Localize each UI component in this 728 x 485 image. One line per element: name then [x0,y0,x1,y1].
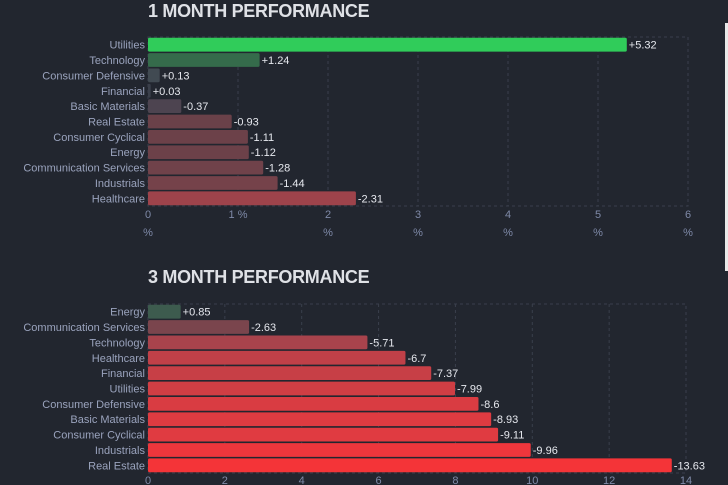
category-label: Communication Services [23,322,145,334]
data-label: -0.93 [234,117,259,129]
data-label: +1.24 [262,55,290,67]
data-label: -2.63 [251,322,276,334]
category-label: Healthcare [92,353,145,365]
x-tick-label: 14 [680,475,692,485]
panel-edge [725,23,728,271]
chart-1-month: 0% 1 % 2% 3% 4% 5% 6% Utilities +5.32 Technology +… [23,36,693,239]
x-tick-label: 10 [526,475,538,485]
bar-utilities [148,37,627,52]
bar-consumer-defensive [148,68,160,83]
category-label: Energy [110,307,145,319]
x-tick-unit: % [683,227,693,239]
category-label: Utilities [110,40,146,52]
data-label: -7.99 [457,384,482,396]
data-label: -7.37 [433,368,458,380]
data-label: -9.96 [533,445,558,457]
category-label: Consumer Defensive [42,399,145,411]
category-label: Healthcare [92,193,145,205]
bar-utilities [148,381,456,396]
bar-real-estate [148,114,232,129]
bar-technology [148,53,260,67]
bar-real-estate [148,458,672,473]
data-label: -0.37 [183,101,208,113]
category-label: Basic Materials [70,414,145,426]
x-tick-unit: % [143,227,153,239]
category-label: Financial [101,86,145,98]
bar-energy [148,304,181,319]
data-label: -13.63 [674,460,705,472]
x-tick-label: 4 [299,475,305,485]
data-label: +5.32 [629,40,657,52]
data-label: -8.6 [480,399,499,411]
x-tick-label: 8 [452,475,458,485]
category-label: Energy [110,147,145,159]
x-tick-label: 12 [603,475,615,485]
category-label: Consumer Cyclical [53,132,145,144]
x-tick-label: 0 [145,475,151,485]
category-label: Real Estate [88,460,145,472]
bar-consumer-cyclical [148,427,499,442]
category-label: Utilities [110,384,146,396]
data-label: -9.11 [500,430,524,442]
x-tick-unit: % [323,227,333,239]
x-tick-unit: % [503,227,513,239]
bar-communication-services [148,160,264,175]
bar-consumer-cyclical [148,129,248,144]
data-label: +0.85 [183,307,211,319]
x-tick-label: 2 [222,475,228,485]
category-label: Consumer Cyclical [53,430,145,442]
bar-basic-materials [148,99,182,114]
category-label: Consumer Defensive [42,70,145,82]
category-label: Industrials [95,445,146,457]
x-tick-label: 0 [145,209,151,221]
data-label: -6.7 [407,353,426,365]
chart-1-title: 1 MONTH PERFORMANCE [148,1,370,21]
bar-energy [148,145,249,160]
x-tick-label: 3 [415,209,421,221]
category-label: Basic Materials [70,101,145,113]
data-label: +0.03 [153,86,181,98]
category-label: Financial [101,368,145,380]
data-label: -1.28 [265,163,290,175]
x-tick-label: 6 [685,209,691,221]
x-tick-unit: % [593,227,603,239]
category-label: Technology [89,55,145,67]
bar-financial [148,366,432,381]
x-tick-label: 6 [376,475,382,485]
chart-3-title: 3 MONTH PERFORMANCE [148,267,370,287]
x-tick-label: 5 [595,209,601,221]
bar-consumer-defensive [148,396,479,411]
data-label: -1.44 [280,178,305,190]
category-label: Communication Services [23,163,145,175]
data-label: -1.12 [251,147,276,159]
category-label: Technology [89,337,145,349]
x-tick-unit: % [413,227,423,239]
x-tick-label: 2 [325,209,331,221]
bar-communication-services [148,320,250,334]
bar-industrials [148,443,531,457]
data-label: -5.71 [369,337,394,349]
data-label: -1.11 [250,132,274,144]
bar-technology [148,335,368,350]
data-label: +0.13 [162,70,190,82]
bar-basic-materials [148,412,492,427]
bar-financial [148,83,151,98]
x-tick-label: 1 % [229,209,248,221]
category-label: Real Estate [88,117,145,129]
bar-industrials [148,176,278,190]
data-label: -2.31 [358,193,383,205]
category-label: Industrials [95,178,146,190]
x-tick-label: 4 [505,209,511,221]
bar-healthcare [148,350,406,365]
bar-healthcare [148,191,356,206]
data-label: -8.93 [493,414,518,426]
